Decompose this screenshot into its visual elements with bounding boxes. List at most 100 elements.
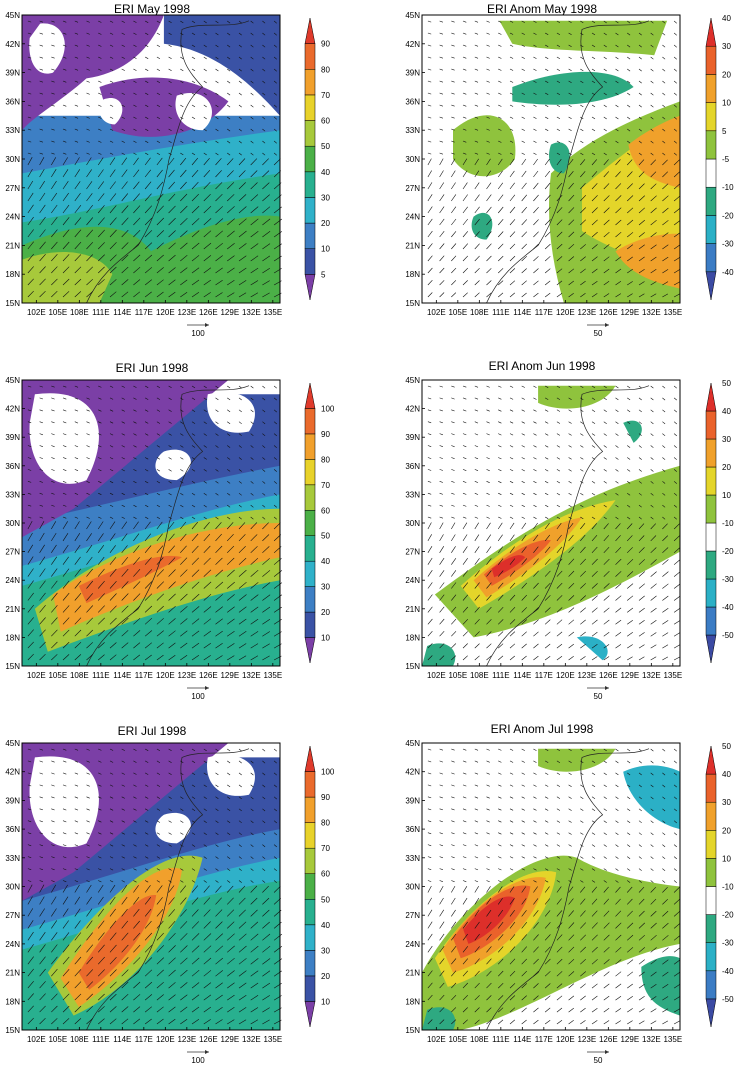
wind-arrow (533, 631, 539, 637)
wind-arrow (521, 397, 525, 400)
wind-arrow (638, 516, 642, 520)
wind-arrow (451, 218, 457, 226)
wind-arrow (556, 643, 563, 649)
wind-arrow (51, 481, 55, 483)
wind-arrow (250, 445, 254, 448)
wind-arrow (650, 971, 657, 977)
wind-arrow (615, 195, 622, 202)
wind-arrow (191, 921, 200, 929)
wind-arrow (580, 268, 586, 274)
wind-arrow (627, 281, 633, 286)
y-tick-label: 33N (405, 126, 420, 135)
wind-arrow (439, 844, 444, 847)
wind-arrow (474, 32, 479, 35)
wind-arrow (39, 653, 46, 661)
wind-arrow (215, 469, 219, 472)
wind-arrow (250, 469, 254, 472)
wind-arrow (591, 886, 598, 893)
wind-arrow (191, 218, 200, 226)
wind-arrow (521, 970, 528, 977)
colorbar-segment (304, 197, 316, 224)
wind-arrow (474, 182, 480, 190)
wind-arrow (227, 457, 231, 460)
wind-arrow (662, 195, 669, 202)
wind-arrow (591, 856, 596, 859)
wind-arrow (650, 171, 657, 178)
wind-arrow (509, 421, 514, 424)
wind-arrow (650, 421, 654, 425)
wind-arrow (227, 492, 231, 496)
wind-arrow (121, 642, 129, 649)
wind-arrow (427, 945, 433, 953)
wind-arrow (451, 982, 457, 989)
wind-arrow (74, 116, 79, 119)
wind-arrow (626, 159, 633, 166)
wind-arrow (74, 760, 79, 763)
wind-arrow (86, 421, 90, 424)
wind-arrow (474, 570, 480, 577)
wind-arrow (673, 632, 681, 637)
wind-arrow (215, 533, 222, 542)
wind-arrow (580, 784, 584, 787)
wind-arrow (627, 760, 631, 764)
wind-arrow (62, 784, 67, 787)
wind-arrow (144, 642, 152, 649)
wind-arrow (121, 545, 128, 553)
wind-arrow (544, 619, 551, 625)
wind-arrow (168, 945, 176, 953)
wind-arrow (86, 944, 94, 953)
wind-arrow (521, 534, 527, 542)
wind-arrow (168, 581, 176, 589)
wind-arrow (156, 885, 163, 893)
wind-arrow (497, 1007, 504, 1013)
wind-arrow (227, 796, 231, 800)
wind-arrow (238, 784, 242, 788)
wind-arrow (521, 886, 527, 893)
wind-arrow (474, 534, 480, 542)
wind-arrow (74, 808, 79, 811)
wind-arrow (568, 558, 575, 565)
wind-arrow (603, 171, 610, 178)
wind-arrow (215, 885, 222, 893)
wind-arrow (544, 880, 549, 883)
wind-arrow (451, 772, 455, 775)
wind-arrow (474, 68, 479, 71)
wind-arrow (638, 632, 645, 637)
wind-arrow (133, 569, 141, 577)
wind-arrow (580, 910, 586, 917)
wind-arrow (533, 594, 539, 601)
wind-arrow (615, 832, 619, 835)
wind-arrow (121, 605, 129, 613)
wind-arrow (262, 868, 266, 872)
wind-arrow (591, 796, 596, 799)
wind-arrow (556, 1007, 563, 1013)
colorbar-segment (304, 535, 316, 562)
wind-arrow (427, 516, 432, 519)
wind-arrow (86, 617, 94, 625)
wind-arrow (662, 504, 666, 508)
wind-arrow (662, 971, 669, 977)
wind-arrow (662, 983, 669, 989)
wind-arrow (439, 32, 444, 35)
wind-arrow (191, 885, 199, 893)
wind-arrow (133, 896, 140, 905)
wind-arrow (168, 254, 176, 262)
wind-arrow (673, 760, 677, 764)
wind-arrow (51, 944, 58, 953)
wind-arrow (144, 193, 152, 202)
wind-arrow (591, 844, 596, 847)
wind-arrow (615, 32, 619, 36)
wind-arrow (650, 219, 657, 226)
wind-arrow (121, 20, 125, 23)
wind-arrow (638, 559, 646, 565)
wind-arrow (250, 128, 254, 132)
wind-arrow (98, 291, 105, 298)
wind-arrow (533, 582, 539, 589)
wind-arrow (498, 56, 502, 59)
wind-arrow (568, 20, 572, 24)
wind-arrow (74, 880, 79, 883)
wind-arrow (109, 169, 116, 178)
wind-arrow (439, 618, 445, 625)
wind-arrow (673, 492, 677, 496)
wind-arrow (673, 880, 677, 884)
